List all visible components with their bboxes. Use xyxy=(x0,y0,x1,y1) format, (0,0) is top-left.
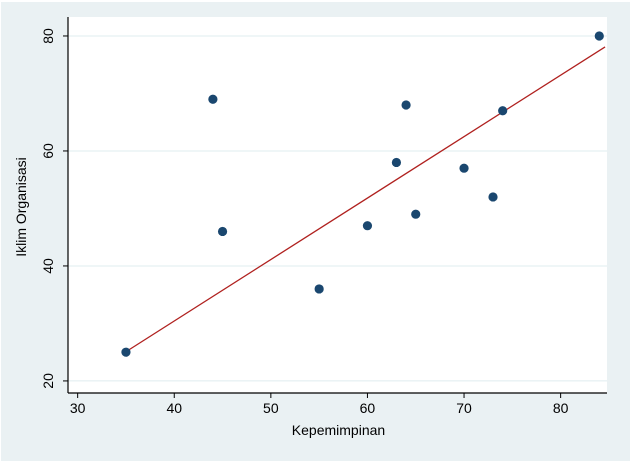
x-tick-label: 60 xyxy=(360,400,376,416)
data-point xyxy=(411,209,421,219)
data-point xyxy=(401,100,411,110)
y-axis-title: Iklim Organisasi xyxy=(13,157,29,257)
y-tick-label: 40 xyxy=(40,258,56,274)
data-point xyxy=(314,284,324,294)
x-tick-label: 30 xyxy=(70,400,86,416)
plot-area xyxy=(68,17,607,393)
data-point xyxy=(498,106,508,116)
data-point xyxy=(488,192,498,202)
y-tick-label: 60 xyxy=(40,143,56,159)
data-point xyxy=(121,347,131,357)
data-point xyxy=(208,94,218,104)
y-tick-label: 80 xyxy=(40,28,56,44)
data-point xyxy=(594,31,604,41)
x-axis-title: Kepemimpinan xyxy=(291,422,386,438)
data-point xyxy=(459,163,469,173)
data-point xyxy=(362,221,373,231)
y-tick-label: 20 xyxy=(40,373,56,389)
fit-line xyxy=(128,46,606,351)
data-point xyxy=(391,157,402,168)
x-tick-label: 50 xyxy=(263,400,279,416)
x-tick-label: 80 xyxy=(553,400,569,416)
x-tick-label: 40 xyxy=(166,400,182,416)
data-point xyxy=(217,226,228,237)
x-tick-label: 70 xyxy=(456,400,472,416)
